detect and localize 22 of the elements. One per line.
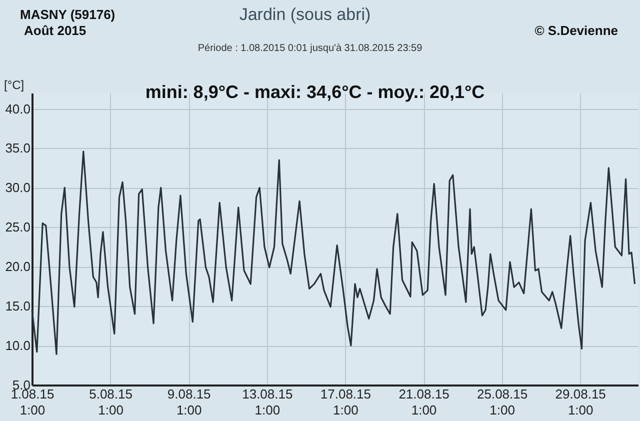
y-tick-label: 35.0 bbox=[5, 140, 30, 156]
y-tick-label: 30.0 bbox=[5, 180, 30, 196]
y-tick-label: 20.0 bbox=[5, 259, 30, 274]
chart-title: Jardin (sous abri) bbox=[239, 5, 371, 24]
x-tick-label: 17.08.15 1:00 bbox=[320, 386, 372, 418]
text: © S.Devienne bbox=[534, 23, 618, 38]
x-tick-label: 29.08.15 1:00 bbox=[555, 386, 606, 418]
text: Août 2015 bbox=[24, 23, 86, 38]
y-tick-label: 25.0 bbox=[5, 220, 30, 235]
x-tick-label: 13.08.15 1:00 bbox=[242, 386, 293, 418]
x-tick-label: 9.08.15 1:00 bbox=[167, 386, 211, 418]
text: MASNY (59176) bbox=[20, 7, 116, 22]
y-tick-label: 40.0 bbox=[5, 101, 30, 116]
x-tick-label: 25.08.15 1:00 bbox=[477, 386, 528, 418]
chart-subtitle: Période : 1.08.2015 0:01 jusqu'à 31.08.2015 23:59 bbox=[198, 43, 423, 54]
y-tick-label: 10.0 bbox=[5, 338, 30, 354]
annotation: mini: 8,9°C - maxi: 34,6°C - moy.: 20,1°C bbox=[145, 82, 485, 102]
y-tick-label: 15.0 bbox=[5, 298, 30, 314]
x-tick-label: 21.08.15 1:00 bbox=[398, 386, 450, 418]
y-axis-title: [°C] bbox=[4, 78, 24, 92]
x-tick-label: 5.08.15 1:00 bbox=[89, 386, 132, 418]
line-series bbox=[31, 150, 636, 356]
